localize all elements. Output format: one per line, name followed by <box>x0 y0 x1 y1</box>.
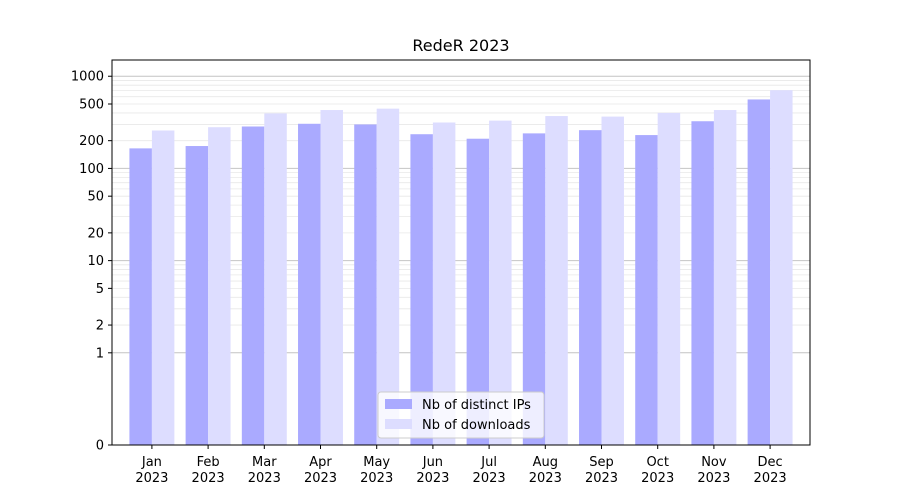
bar-distinct-ips-aug <box>522 133 546 445</box>
x-axis: Jan2023Feb2023Mar2023Apr2023May2023Jun20… <box>135 445 787 486</box>
bar-distinct-ips-mar <box>241 126 265 446</box>
x-tick-label-year: 2023 <box>754 471 787 486</box>
x-tick-label-month: Dec <box>758 455 783 470</box>
y-tick-label: 5 <box>96 282 104 297</box>
bar-downloads-feb <box>208 127 231 445</box>
legend-label-distinct-ips: Nb of distinct IPs <box>422 398 531 413</box>
bar-distinct-ips-oct <box>635 135 658 445</box>
bar-distinct-ips-sep <box>579 130 602 446</box>
y-tick-label: 2 <box>96 319 104 334</box>
x-tick-label-year: 2023 <box>135 471 168 486</box>
legend: Nb of distinct IPs Nb of downloads <box>377 391 545 439</box>
x-tick-label-year: 2023 <box>473 471 506 486</box>
bar-distinct-ips-jun <box>410 134 433 445</box>
x-tick-label-year: 2023 <box>697 471 730 486</box>
plot-area-frame <box>111 59 811 446</box>
x-tick-label-year: 2023 <box>360 471 393 486</box>
x-tick-label-year: 2023 <box>304 471 337 486</box>
y-axis: 0 1 2 5 10 20 50 100 200 500 1000 <box>71 70 112 454</box>
bar-distinct-ips-nov <box>691 121 714 445</box>
bar-distinct-ips-may <box>354 124 377 445</box>
x-tick-label-year: 2023 <box>248 471 281 486</box>
bar-distinct-ips-feb <box>185 146 209 445</box>
bar-distinct-ips-jul <box>466 138 490 445</box>
legend-box <box>377 391 545 439</box>
bar-downloads-dec <box>770 90 793 445</box>
bar-distinct-ips-jan <box>129 148 152 445</box>
bar-downloads-jun <box>432 122 456 446</box>
legend-swatch-downloads <box>385 419 412 429</box>
bars-layer <box>129 90 793 446</box>
x-tick-label-year: 2023 <box>585 471 618 486</box>
bar-downloads-jul <box>489 120 512 446</box>
chart-title: RedeR 2023 <box>412 36 509 55</box>
x-tick-label-month: Feb <box>197 455 220 470</box>
x-tick-label-year: 2023 <box>529 471 562 486</box>
legend-label-downloads: Nb of downloads <box>422 418 531 433</box>
bar-downloads-apr <box>320 110 343 445</box>
y-tick-label: 10 <box>87 254 104 269</box>
bar-distinct-ips-apr <box>298 123 321 445</box>
x-tick-label-month: Apr <box>309 455 332 470</box>
legend-swatch-distinct-ips <box>385 399 412 409</box>
bar-downloads-aug <box>545 116 568 445</box>
x-tick-label-month: Nov <box>701 455 727 470</box>
bar-downloads-jan <box>151 130 175 446</box>
x-tick-label-year: 2023 <box>416 471 449 486</box>
y-tick-label: 1000 <box>71 70 104 85</box>
x-tick-label-year: 2023 <box>641 471 674 486</box>
x-tick-label-month: Aug <box>533 455 558 470</box>
bar-downloads-may <box>376 108 400 446</box>
x-tick-label-month: May <box>363 455 390 470</box>
x-tick-label-month: Jan <box>141 455 162 470</box>
bar-distinct-ips-dec <box>747 99 771 445</box>
y-tick-label: 20 <box>87 226 104 241</box>
x-tick-label-month: Mar <box>252 455 277 470</box>
y-tick-label: 200 <box>79 134 104 149</box>
y-tick-label: 1 <box>96 346 104 361</box>
x-tick-label-month: Oct <box>646 455 668 470</box>
y-tick-label: 0 <box>96 439 104 454</box>
x-tick-label-month: Jun <box>422 455 443 470</box>
bar-downloads-oct <box>657 112 681 446</box>
bar-downloads-nov <box>713 110 737 445</box>
bar-downloads-sep <box>601 116 624 445</box>
x-tick-label-year: 2023 <box>192 471 225 486</box>
x-tick-label-month: Sep <box>589 455 614 470</box>
y-tick-label: 100 <box>79 162 104 177</box>
y-tick-label: 50 <box>87 190 104 205</box>
x-tick-label-month: Jul <box>480 455 497 470</box>
bar-downloads-mar <box>264 113 287 446</box>
y-tick-label: 500 <box>79 97 104 112</box>
